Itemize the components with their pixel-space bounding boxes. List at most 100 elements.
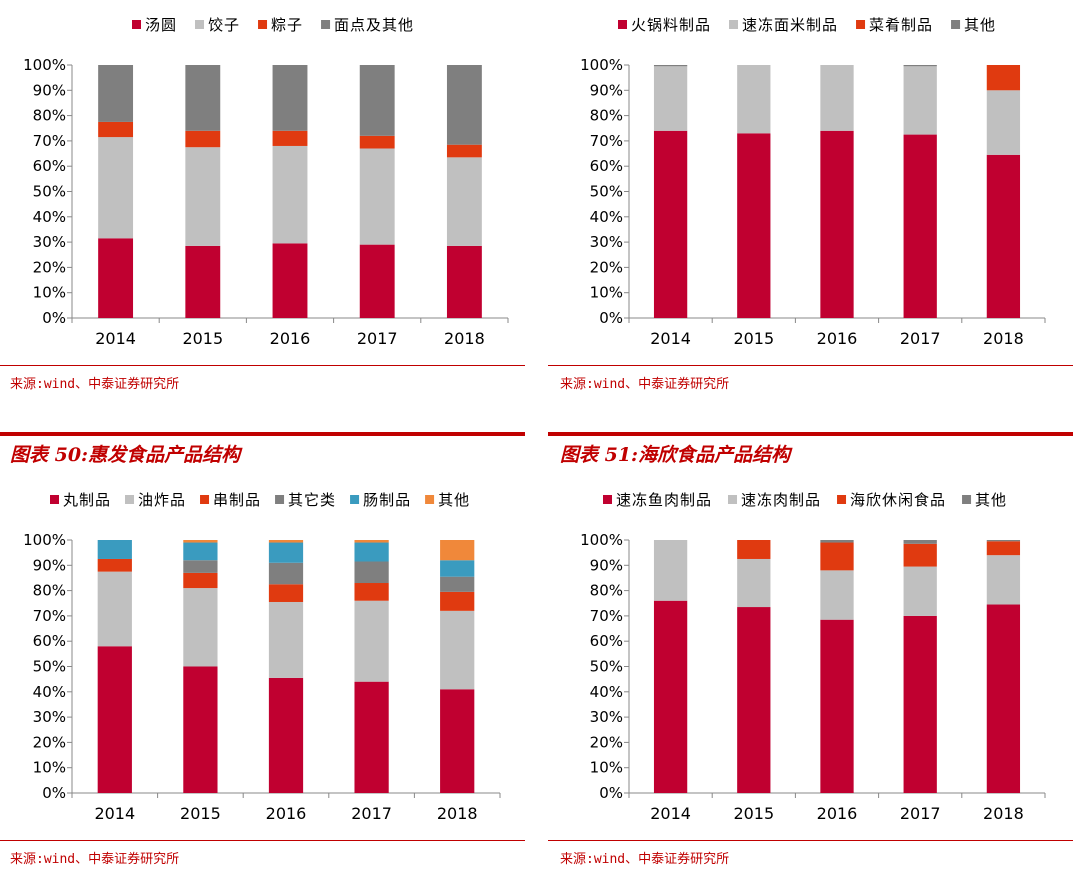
x-tick-label: 2018	[437, 804, 478, 823]
legend-label: 粽子	[271, 16, 303, 34]
y-tick-label: 10%	[590, 759, 623, 777]
legend-swatch	[962, 495, 972, 504]
bar-segment	[268, 601, 304, 678]
legend-swatch	[50, 495, 59, 504]
bar-segment	[268, 677, 304, 793]
y-tick-label: 70%	[590, 132, 623, 150]
x-tick-label: 2016	[817, 329, 858, 348]
y-tick-label: 40%	[590, 683, 623, 701]
bar-segment	[986, 540, 1021, 542]
y-tick-label: 70%	[33, 132, 66, 150]
bar-segment	[440, 576, 475, 592]
source-note: 来源:wind、中泰证券研究所	[560, 852, 730, 867]
source-divider	[548, 365, 1073, 366]
bar-segment	[185, 147, 221, 246]
legend-label: 速冻肉制品	[741, 491, 821, 509]
bar-segment	[653, 66, 688, 131]
bar-segment	[359, 244, 395, 318]
y-tick-label: 30%	[33, 233, 66, 251]
y-tick-label: 20%	[590, 733, 623, 751]
bar-segment	[183, 666, 218, 793]
y-tick-label: 80%	[33, 107, 66, 125]
y-tick-label: 0%	[42, 784, 66, 802]
legend-label: 肠制品	[363, 491, 411, 509]
bar-segment	[446, 144, 482, 158]
chart-svg-tl: 0% 10% 20% 30% 40% 50% 60% 70% 80% 90% 100% 2014 201…	[23, 16, 509, 348]
y-tick-label: 90%	[33, 81, 66, 99]
bar-segment	[986, 154, 1021, 318]
legend-swatch	[856, 20, 866, 29]
bar-segment	[903, 566, 937, 616]
bar-segment	[653, 65, 688, 67]
bar-segment	[183, 540, 218, 543]
x-tick-label: 2014	[94, 804, 135, 823]
y-tick-label: 30%	[33, 708, 66, 726]
legend-swatch	[729, 20, 739, 29]
x-tick-label: 2016	[817, 804, 858, 823]
bar-segment	[737, 65, 771, 134]
legend-swatch	[603, 495, 612, 504]
x-tick-label: 2014	[95, 329, 136, 348]
bar-segment	[820, 130, 854, 318]
y-tick-label: 40%	[590, 208, 623, 226]
bar-segment	[440, 560, 475, 577]
bar-segment	[183, 588, 218, 667]
legend-swatch	[321, 20, 331, 29]
bar-segment	[183, 572, 218, 589]
bar-segment	[903, 543, 937, 567]
y-tick-label: 100%	[23, 531, 66, 549]
legend-swatch	[195, 20, 205, 29]
bar-segment	[446, 65, 482, 145]
bar-segment	[185, 245, 221, 318]
source-divider	[548, 840, 1073, 841]
y-tick-label: 70%	[33, 607, 66, 625]
chart-svg-tr: 0% 10% 20% 30% 40% 50% 60% 70% 80% 90% 100% 2014 201…	[580, 16, 1046, 348]
bar-segment	[986, 90, 1021, 155]
x-tick-label: 2018	[983, 329, 1024, 348]
y-tick-label: 50%	[590, 183, 623, 201]
y-tick-label: 90%	[590, 556, 623, 574]
y-tick-label: 60%	[590, 157, 623, 175]
legend-label: 串制品	[213, 491, 261, 509]
legend-swatch	[125, 495, 135, 504]
x-tick-label: 2016	[270, 329, 311, 348]
legend-swatch	[200, 495, 210, 504]
bar-segment	[820, 540, 854, 543]
bar-segment	[268, 540, 304, 543]
bar-segment	[653, 130, 688, 318]
bar-segment	[272, 130, 308, 146]
x-tick-label: 2018	[444, 329, 485, 348]
legend-label: 速冻面米制品	[742, 16, 838, 34]
title-bar	[548, 432, 1073, 436]
x-tick-label: 2015	[733, 329, 774, 348]
figure-title: 图表 50:惠发食品产品结构	[10, 444, 241, 466]
bar-segment	[446, 245, 482, 318]
bar-segment	[440, 610, 475, 690]
legend-swatch	[618, 20, 627, 29]
x-tick-label: 2015	[182, 329, 223, 348]
bar-segment	[820, 619, 854, 793]
bar-segment	[354, 583, 389, 601]
bar-segment	[272, 145, 308, 244]
legend-label: 汤圆	[145, 16, 177, 34]
x-tick-label: 2016	[266, 804, 307, 823]
bar-segment	[440, 591, 475, 611]
x-tick-label: 2015	[733, 804, 774, 823]
legend-label: 其他	[964, 16, 996, 34]
bar-segment	[268, 542, 304, 563]
y-tick-label: 100%	[580, 531, 623, 549]
y-tick-label: 100%	[580, 56, 623, 74]
bar-segment	[268, 584, 304, 602]
chart-panel-bl: 0% 10% 20% 30% 40% 50% 60% 70% 80% 90% 100% 2014 201…	[0, 475, 530, 840]
y-tick-label: 60%	[33, 632, 66, 650]
bar-segment	[986, 604, 1021, 793]
y-tick-label: 50%	[33, 658, 66, 676]
bar-segment	[440, 689, 475, 793]
legend-label: 饺子	[208, 16, 240, 34]
bar-segment	[97, 571, 132, 647]
y-tick-label: 80%	[590, 582, 623, 600]
bar-segment	[359, 148, 395, 245]
bar-segment	[903, 615, 937, 793]
title-bar	[0, 432, 525, 436]
bar-segment	[653, 600, 688, 793]
